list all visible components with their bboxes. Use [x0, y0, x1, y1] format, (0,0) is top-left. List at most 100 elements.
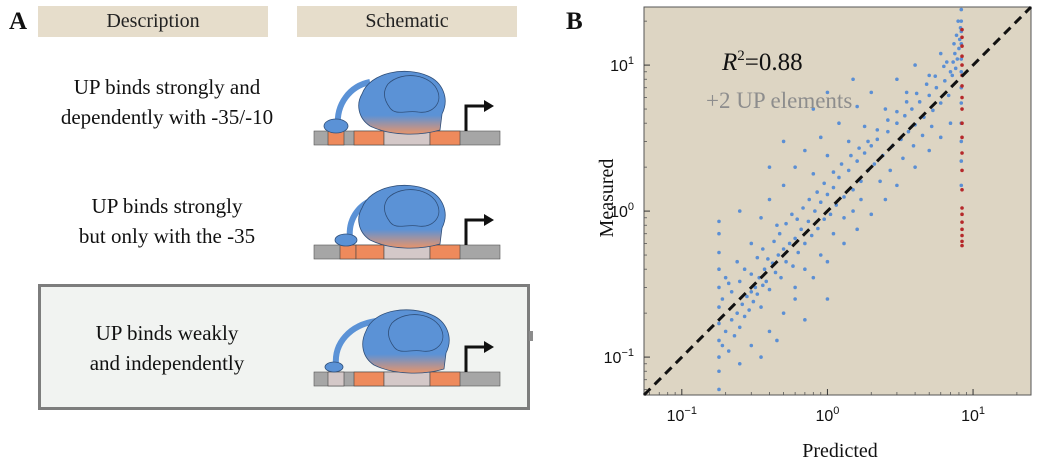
- data-point: [818, 200, 823, 205]
- data-point: [767, 165, 772, 169]
- data-point-highlight: [960, 239, 964, 244]
- data-point: [761, 283, 765, 288]
- data-point: [959, 57, 964, 61]
- data-point: [957, 37, 962, 42]
- rnap-shape: [323, 70, 446, 135]
- resize-handle[interactable]: [529, 331, 533, 341]
- data-point: [959, 101, 964, 105]
- data-point: [717, 267, 721, 271]
- data-point-highlight: [960, 95, 964, 100]
- data-point: [883, 197, 888, 202]
- row-2-line-2: but only with the -35: [78, 224, 256, 248]
- data-point: [954, 33, 959, 38]
- row-2-description: UP binds strongly but only with the -35: [38, 191, 296, 251]
- data-point: [888, 168, 893, 173]
- dna-strand: [313, 130, 501, 146]
- data-point: [842, 215, 846, 220]
- data-point: [952, 41, 956, 46]
- data-point: [747, 308, 751, 312]
- data-point: [751, 299, 756, 304]
- data-point: [959, 159, 964, 163]
- data-point: [790, 212, 794, 217]
- data-point: [872, 162, 877, 166]
- data-point: [895, 183, 899, 188]
- data-point: [735, 259, 739, 264]
- data-point: [920, 133, 925, 138]
- data-point: [793, 297, 797, 301]
- data-point-highlight: [960, 44, 964, 48]
- data-point: [742, 314, 747, 319]
- data-point: [717, 231, 721, 236]
- data-point: [956, 19, 960, 23]
- data-point: [904, 90, 909, 95]
- data-point: [875, 128, 880, 132]
- data-point: [903, 113, 907, 118]
- data-point: [776, 253, 781, 257]
- data-point: [846, 139, 851, 144]
- data-point: [948, 69, 953, 74]
- data-point: [851, 187, 855, 192]
- data-point: [803, 148, 807, 153]
- data-point: [803, 318, 807, 322]
- data-point: [931, 108, 935, 113]
- data-point: [851, 209, 855, 213]
- data-point: [851, 77, 855, 82]
- data-point: [953, 51, 957, 56]
- data-point: [749, 290, 754, 294]
- data-point: [749, 241, 754, 246]
- data-point-highlight: [960, 187, 964, 192]
- data-point: [737, 209, 742, 213]
- data-point: [855, 227, 859, 232]
- data-point: [927, 93, 932, 98]
- data-point: [878, 179, 882, 184]
- data-point: [959, 139, 964, 144]
- data-point: [717, 305, 721, 309]
- schematic-header: Schematic: [297, 6, 517, 37]
- data-point: [831, 185, 836, 190]
- data-point-highlight: [960, 121, 964, 125]
- row-2-line-1: UP binds strongly: [91, 194, 243, 218]
- x-axis-title: Predicted: [802, 440, 878, 462]
- data-point: [732, 333, 737, 338]
- data-point: [842, 241, 846, 246]
- data-point: [799, 227, 803, 232]
- data-point: [869, 90, 874, 95]
- data-point: [726, 349, 731, 353]
- data-point: [942, 64, 946, 69]
- data-point: [753, 285, 758, 290]
- data-point-highlight: [960, 206, 964, 210]
- row-1-description: UP binds strongly and dependently with -…: [38, 72, 296, 132]
- data-point: [762, 267, 767, 271]
- data-point: [929, 124, 934, 129]
- data-point: [816, 226, 820, 231]
- data-point: [764, 279, 769, 284]
- minus10-element: [429, 371, 461, 387]
- row-1-line-1: UP binds strongly and: [73, 75, 261, 99]
- data-point: [857, 146, 861, 150]
- data-point: [755, 292, 760, 296]
- data-point-highlight: [960, 151, 964, 155]
- y-tick-label: 10−1: [604, 347, 634, 367]
- data-point: [779, 275, 783, 280]
- x-tick-label: 10−1: [667, 405, 697, 425]
- data-point: [767, 197, 772, 202]
- data-point: [825, 192, 830, 197]
- data-point: [955, 57, 960, 61]
- schematic-row-2: [313, 184, 501, 260]
- data-point: [811, 275, 816, 280]
- data-point: [717, 250, 721, 255]
- data-point: [910, 107, 914, 111]
- data-point: [793, 285, 797, 290]
- data-point: [781, 247, 786, 251]
- data-point-highlight: [960, 54, 964, 59]
- data-point: [822, 181, 826, 186]
- data-point: [803, 241, 807, 246]
- data-point: [951, 60, 955, 64]
- data-point: [773, 270, 778, 275]
- data-point: [944, 60, 949, 64]
- data-point: [811, 107, 816, 111]
- data-point: [737, 361, 742, 366]
- data-point: [883, 107, 888, 111]
- data-point: [766, 257, 770, 261]
